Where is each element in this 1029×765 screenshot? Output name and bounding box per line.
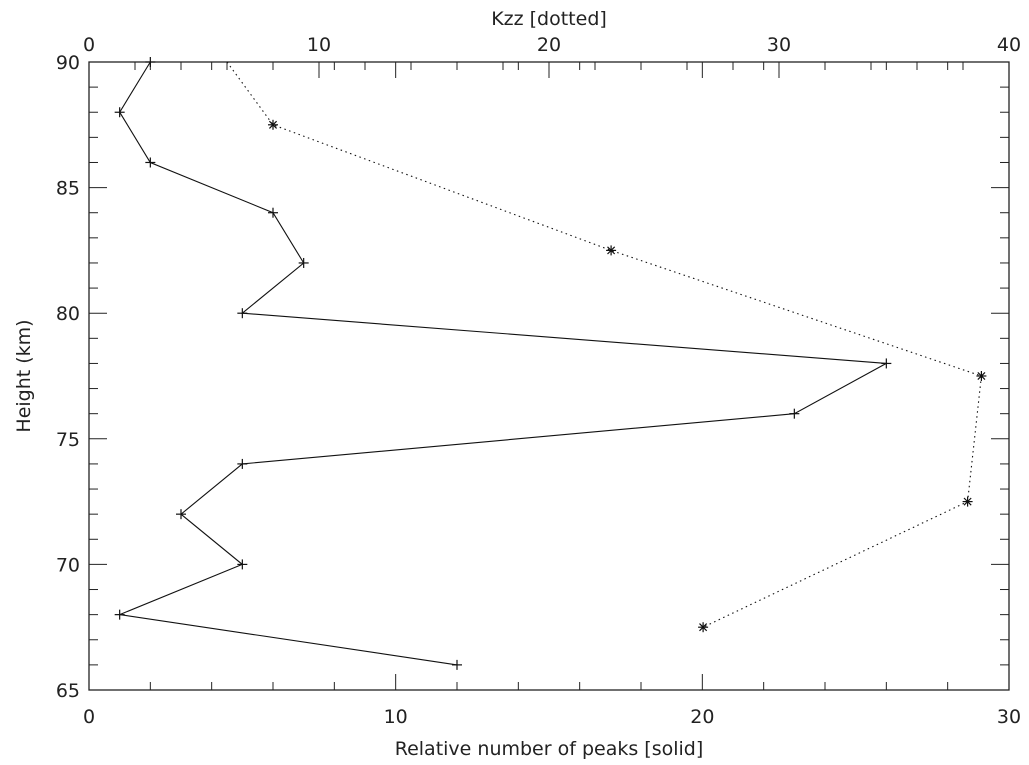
y-tick-label: 85 [56,178,80,200]
y-tick-label: 70 [56,554,80,576]
y-tick-label: 75 [56,429,80,451]
peaks-point [237,308,248,319]
x-top-tick-label: 20 [537,34,561,56]
y-tick-label: 80 [56,303,80,325]
peaks-point [145,157,156,168]
kzz-line [226,61,982,628]
peaks-point [176,509,186,520]
kzz-point [698,622,709,633]
peaks-point [237,559,248,570]
y-axis-title: Height (km) [13,319,35,432]
x-bottom-tick-label: 0 [83,706,95,728]
peaks-point [145,57,156,67]
peaks-point [789,408,800,419]
peaks-point [881,358,892,369]
peaks-point [114,107,125,118]
x-axis-title-top: Kzz [dotted] [491,8,607,30]
tick-labels: 0 10 20 30 0 10 20 30 40 65 70 75 80 85 90 [56,34,1021,728]
kzz-point [268,119,278,130]
kzz-point [976,371,987,381]
kzz-point [606,245,617,256]
x-bottom-tick-label: 20 [690,706,714,728]
peaks-point [114,609,125,620]
peaks-point [298,257,309,268]
x-top-tick-label: 30 [767,34,791,56]
x-bottom-tick-label: 30 [997,706,1021,728]
peaks-point [452,659,462,670]
plot-frame [88,61,1010,691]
peaks-point [268,207,278,218]
x-bottom-tick-label: 10 [384,706,408,728]
ticks [88,61,1010,691]
x-top-tick-label: 0 [83,34,95,56]
y-tick-label: 90 [56,52,80,74]
kzz-point [962,496,973,507]
series-layer [114,57,987,670]
x-top-tick-label: 40 [997,34,1021,56]
peaks-line [117,61,889,666]
peaks-point [237,458,248,469]
x-top-tick-label: 10 [307,34,331,56]
y-tick-label: 65 [56,680,80,702]
x-axis-title-bottom: Relative number of peaks [solid] [395,738,704,760]
